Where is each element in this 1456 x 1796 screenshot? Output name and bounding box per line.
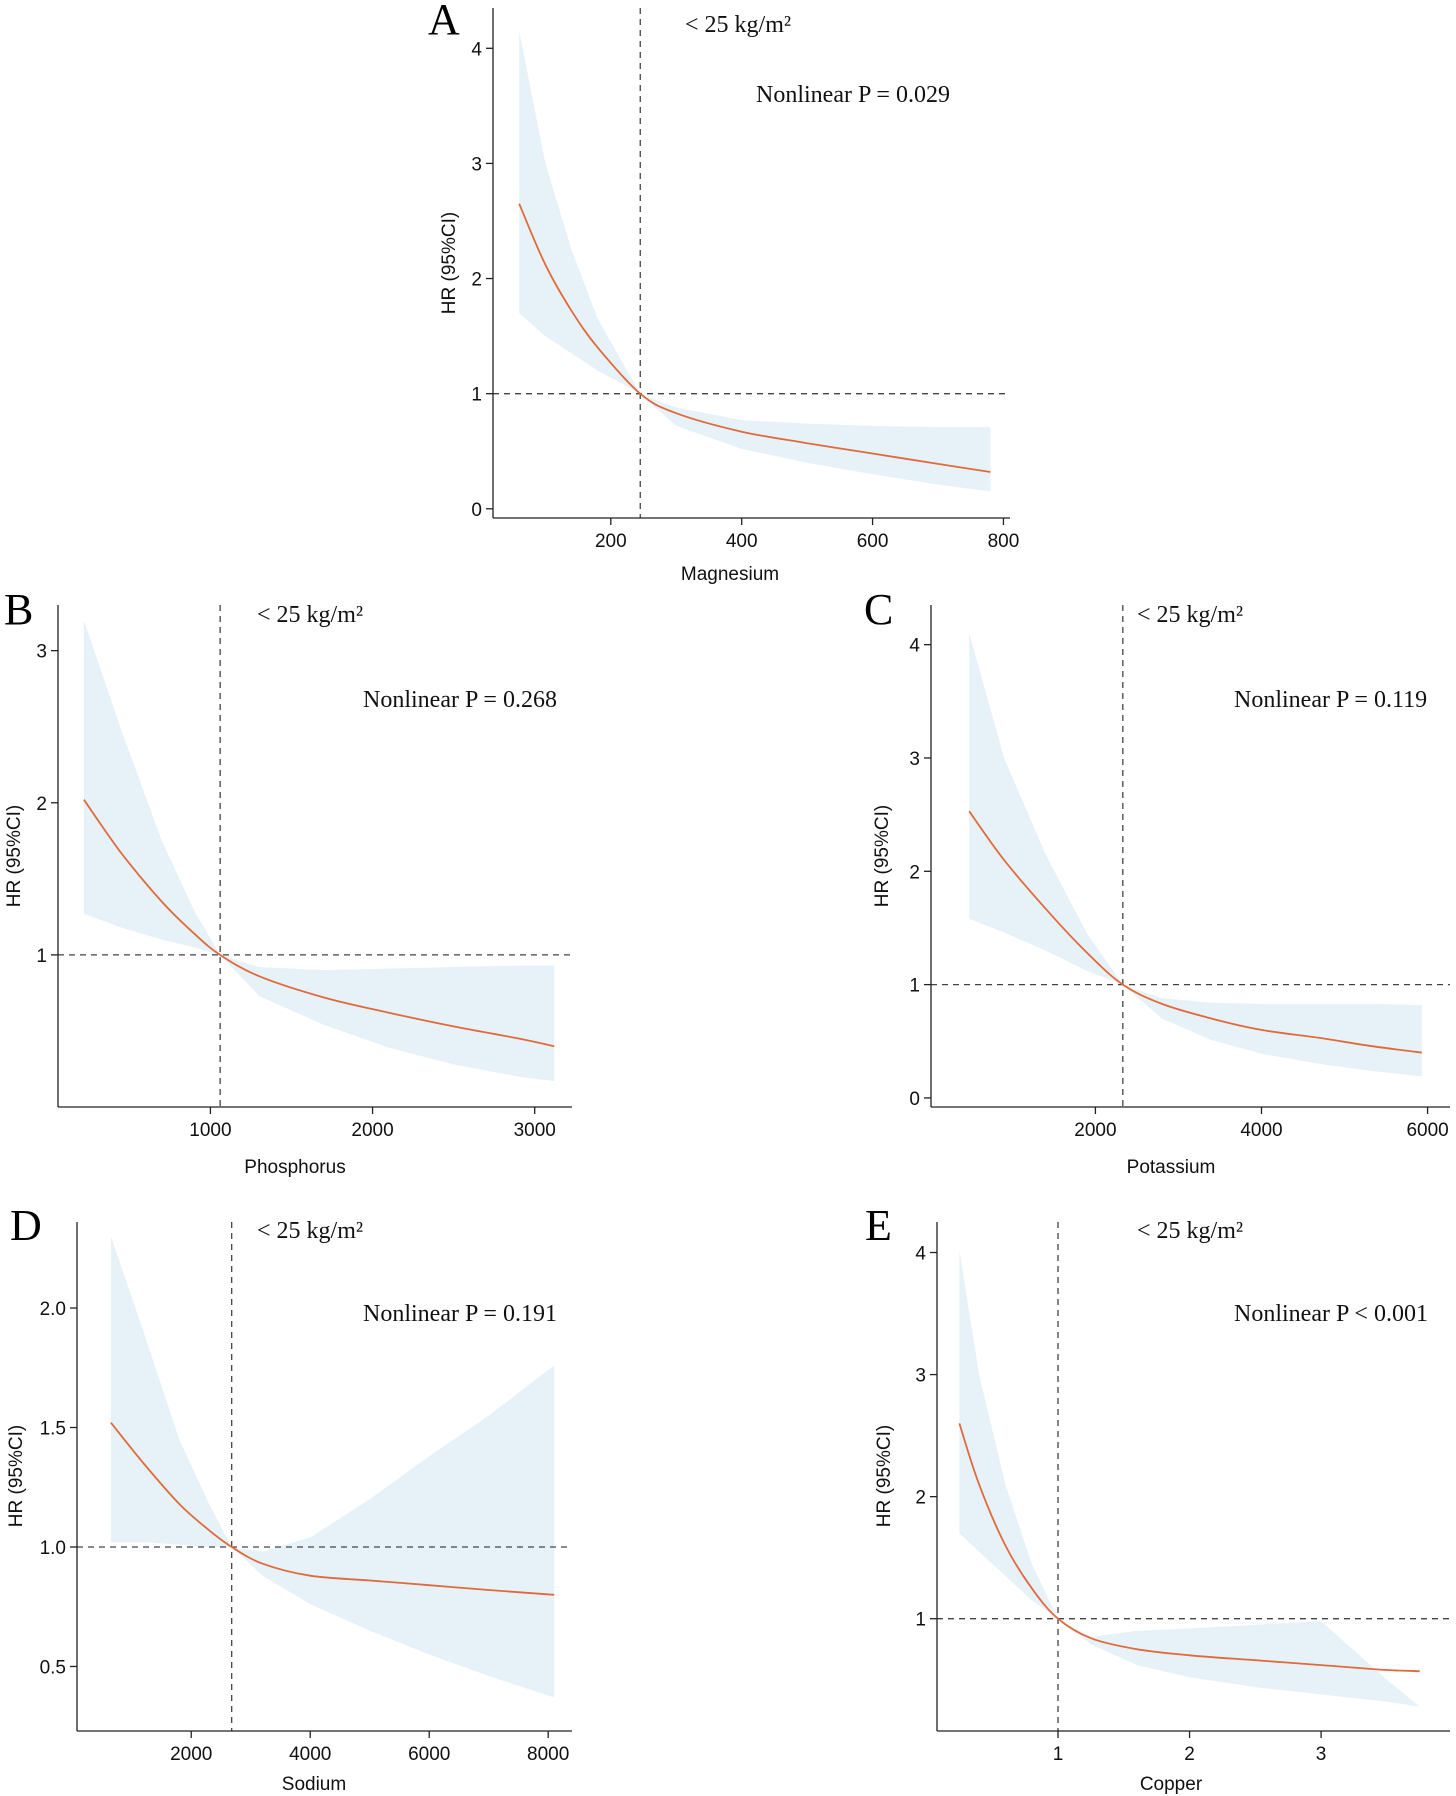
y-tick-label: 2 [915, 1488, 926, 1509]
y-axis-title: HR (95%CI) [4, 805, 25, 907]
nonlinear-p-annotation: Nonlinear P = 0.191 [363, 1301, 557, 1327]
bmi-annotation: < 25 kg/m² [1137, 1218, 1243, 1244]
nonlinear-p-annotation: Nonlinear P = 0.119 [1234, 687, 1427, 713]
hr-curve [518, 203, 991, 473]
x-tick-label: 2000 [170, 1744, 212, 1765]
panel-letter: A [428, 0, 460, 44]
ci-band [519, 31, 991, 492]
y-tick-label: 2 [471, 270, 482, 291]
x-tick-label: 6000 [408, 1744, 450, 1765]
x-tick-label: 4000 [1240, 1120, 1282, 1141]
y-tick-label: 3 [36, 642, 47, 663]
x-tick-label: 3000 [514, 1120, 556, 1141]
x-tick-label: 400 [726, 531, 758, 552]
bmi-annotation: < 25 kg/m² [257, 602, 363, 628]
x-tick-label: 2000 [351, 1120, 393, 1141]
y-tick-label: 0.5 [40, 1657, 66, 1678]
x-tick-label: 1 [1053, 1744, 1064, 1765]
y-tick-label: 3 [909, 749, 920, 770]
y-tick-label: 4 [909, 636, 920, 657]
x-tick-label: 8000 [527, 1744, 569, 1765]
panel-letter: C [864, 585, 893, 634]
y-tick-label: 3 [471, 154, 482, 175]
nonlinear-p-annotation: Nonlinear P < 0.001 [1234, 1301, 1428, 1327]
nonlinear-p-annotation: Nonlinear P = 0.268 [363, 687, 557, 713]
y-tick-label: 4 [915, 1244, 926, 1265]
x-axis-title: Potassium [1127, 1157, 1216, 1178]
x-axis-title: Sodium [282, 1774, 346, 1795]
x-axis-title: Magnesium [681, 564, 779, 585]
panel-d: 2000 4000 6000 8000 0.5 1.0 1.5 2.0 Sodium HR (95… [6, 1201, 572, 1795]
x-axis-title: Phosphorus [244, 1157, 345, 1178]
nonlinear-p-annotation: Nonlinear P = 0.029 [756, 82, 950, 108]
y-tick-label: 1.5 [40, 1419, 66, 1440]
panel-letter: E [865, 1201, 892, 1250]
x-axis-title: Copper [1140, 1774, 1203, 1795]
ci-band [83, 620, 555, 1082]
y-tick-label: 3 [915, 1366, 926, 1387]
bmi-annotation: < 25 kg/m² [257, 1218, 363, 1244]
y-tick-label: 2 [909, 862, 920, 883]
y-tick-label: 4 [471, 39, 482, 60]
panel-letter: D [10, 1201, 42, 1250]
x-tick-label: 4000 [289, 1744, 331, 1765]
y-tick-label: 0 [909, 1089, 920, 1110]
hr-curve [958, 1423, 1420, 1673]
x-tick-label: 6000 [1406, 1120, 1448, 1141]
panel-e: 1 2 3 1 2 3 4 Copper HR (95%CI) E < 25 kg/m² Nonlin… [865, 1201, 1450, 1795]
bmi-annotation: < 25 kg/m² [685, 12, 791, 38]
y-tick-label: 1 [471, 385, 482, 406]
panel-letter: B [4, 585, 33, 634]
y-axis-title: HR (95%CI) [6, 1425, 27, 1527]
panel-c: 2000 4000 6000 0 1 2 3 4 Potassium HR (95%CI) C < 2… [864, 585, 1450, 1178]
y-tick-label: 0 [471, 500, 482, 521]
y-axis-title: HR (95%CI) [439, 212, 460, 314]
bmi-annotation: < 25 kg/m² [1137, 602, 1243, 628]
ci-band [110, 1236, 555, 1698]
ci-band [969, 633, 1422, 1077]
x-tick-label: 200 [595, 531, 627, 552]
y-tick-label: 1 [909, 976, 920, 997]
x-tick-label: 3 [1316, 1744, 1327, 1765]
hr-curve [110, 1422, 555, 1596]
y-tick-label: 2.0 [40, 1299, 66, 1320]
y-axis-title: HR (95%CI) [872, 805, 893, 907]
hr-curve [83, 799, 555, 1048]
y-axis-title: HR (95%CI) [874, 1425, 895, 1527]
x-tick-label: 2000 [1074, 1120, 1116, 1141]
x-tick-label: 2 [1184, 1744, 1195, 1765]
y-tick-label: 2 [36, 794, 47, 815]
panel-b: 1000 2000 3000 1 2 3 Phosphorus HR (95%CI) B < 25… [4, 585, 572, 1178]
x-tick-label: 600 [857, 531, 889, 552]
y-tick-label: 1 [915, 1610, 926, 1631]
y-tick-label: 1.0 [40, 1538, 66, 1559]
x-tick-label: 800 [988, 531, 1020, 552]
x-tick-label: 1000 [189, 1120, 231, 1141]
hr-curve [968, 810, 1422, 1054]
y-tick-label: 1 [36, 946, 47, 967]
panel-a: 200 400 600 800 0 1 2 3 4 Magnesium HR (95%CI) A < 2… [428, 0, 1019, 585]
